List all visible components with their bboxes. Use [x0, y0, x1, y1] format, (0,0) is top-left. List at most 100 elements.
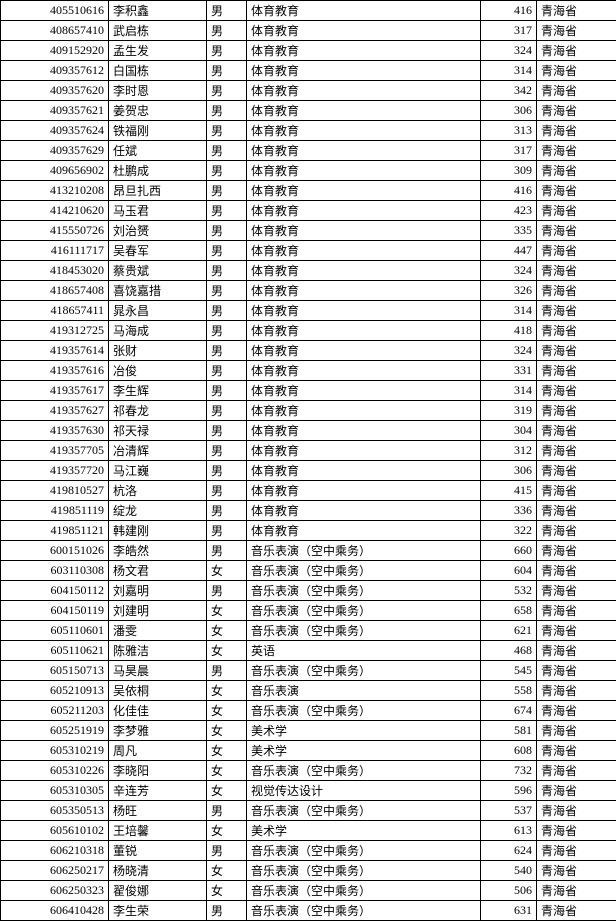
cell-name: 李梦雅	[109, 721, 207, 741]
table-row: 605110621陈雅洁女英语468青海省	[1, 641, 616, 661]
cell-prov: 青海省	[537, 281, 616, 301]
cell-id: 605310226	[1, 761, 109, 781]
cell-major: 音乐表演（空中乘务）	[247, 601, 481, 621]
cell-name: 杨晓清	[109, 861, 207, 881]
cell-sex: 女	[207, 561, 247, 581]
cell-prov: 青海省	[537, 701, 616, 721]
cell-score: 532	[481, 581, 537, 601]
cell-score: 674	[481, 701, 537, 721]
table-row: 413210208昂旦扎西男体育教育416青海省	[1, 181, 616, 201]
cell-id: 605310219	[1, 741, 109, 761]
cell-name: 武启栋	[109, 21, 207, 41]
table-row: 605110601潘雯女音乐表演（空中乘务）621青海省	[1, 621, 616, 641]
cell-major: 体育教育	[247, 361, 481, 381]
cell-name: 陈雅洁	[109, 641, 207, 661]
cell-score: 304	[481, 421, 537, 441]
cell-score: 342	[481, 81, 537, 101]
table-row: 605310305辛连芳女视觉传达设计596青海省	[1, 781, 616, 801]
cell-id: 605251919	[1, 721, 109, 741]
cell-major: 体育教育	[247, 301, 481, 321]
cell-name: 祁春龙	[109, 401, 207, 421]
table-row: 419357630祁天禄男体育教育304青海省	[1, 421, 616, 441]
cell-prov: 青海省	[537, 221, 616, 241]
table-row: 605610102王培馨女美术学613青海省	[1, 821, 616, 841]
cell-name: 吴春军	[109, 241, 207, 261]
table-row: 409357624铁福刚男体育教育313青海省	[1, 121, 616, 141]
cell-name: 马江巍	[109, 461, 207, 481]
cell-id: 605350513	[1, 801, 109, 821]
cell-sex: 男	[207, 421, 247, 441]
cell-score: 447	[481, 241, 537, 261]
cell-name: 翟俊娜	[109, 881, 207, 901]
cell-id: 419357617	[1, 381, 109, 401]
cell-prov: 青海省	[537, 681, 616, 701]
cell-id: 418453020	[1, 261, 109, 281]
table-row: 409656902杜鹏成男体育教育309青海省	[1, 161, 616, 181]
cell-score: 604	[481, 561, 537, 581]
table-row: 605210913吴依桐女音乐表演558青海省	[1, 681, 616, 701]
cell-prov: 青海省	[537, 81, 616, 101]
table-row: 418657408喜饶嘉措男体育教育326青海省	[1, 281, 616, 301]
cell-score: 331	[481, 361, 537, 381]
cell-prov: 青海省	[537, 441, 616, 461]
table-row: 419357614张财男体育教育324青海省	[1, 341, 616, 361]
cell-prov: 青海省	[537, 61, 616, 81]
table-row: 419357720马江巍男体育教育306青海省	[1, 461, 616, 481]
cell-sex: 男	[207, 901, 247, 921]
cell-major: 体育教育	[247, 41, 481, 61]
cell-prov: 青海省	[537, 361, 616, 381]
cell-id: 606250323	[1, 881, 109, 901]
cell-sex: 男	[207, 221, 247, 241]
cell-sex: 男	[207, 101, 247, 121]
cell-prov: 青海省	[537, 161, 616, 181]
cell-score: 309	[481, 161, 537, 181]
cell-prov: 青海省	[537, 501, 616, 521]
table-row: 606250217杨晓清女音乐表演（空中乘务）540青海省	[1, 861, 616, 881]
cell-score: 314	[481, 61, 537, 81]
cell-name: 晁永昌	[109, 301, 207, 321]
cell-prov: 青海省	[537, 801, 616, 821]
cell-major: 体育教育	[247, 281, 481, 301]
cell-id: 409357620	[1, 81, 109, 101]
cell-id: 419357627	[1, 401, 109, 421]
table-row: 606410428李生荣男音乐表演（空中乘务）631青海省	[1, 901, 616, 921]
cell-score: 319	[481, 401, 537, 421]
cell-major: 体育教育	[247, 421, 481, 441]
cell-name: 铁福刚	[109, 121, 207, 141]
cell-prov: 青海省	[537, 141, 616, 161]
cell-score: 336	[481, 501, 537, 521]
cell-major: 音乐表演（空中乘务）	[247, 761, 481, 781]
cell-name: 马玉君	[109, 201, 207, 221]
cell-score: 540	[481, 861, 537, 881]
cell-name: 杭洛	[109, 481, 207, 501]
cell-score: 314	[481, 381, 537, 401]
cell-name: 李积鑫	[109, 1, 207, 21]
cell-score: 613	[481, 821, 537, 841]
cell-sex: 女	[207, 781, 247, 801]
cell-major: 英语	[247, 641, 481, 661]
cell-score: 732	[481, 761, 537, 781]
cell-score: 468	[481, 641, 537, 661]
cell-id: 419357720	[1, 461, 109, 481]
cell-prov: 青海省	[537, 741, 616, 761]
table-row: 600151026李皓然男音乐表演（空中乘务）660青海省	[1, 541, 616, 561]
cell-name: 李生辉	[109, 381, 207, 401]
cell-id: 419357705	[1, 441, 109, 461]
cell-prov: 青海省	[537, 21, 616, 41]
cell-prov: 青海省	[537, 1, 616, 21]
cell-name: 马海成	[109, 321, 207, 341]
table-row: 409357620李时恩男体育教育342青海省	[1, 81, 616, 101]
cell-major: 音乐表演（空中乘务）	[247, 541, 481, 561]
cell-id: 419851121	[1, 521, 109, 541]
cell-sex: 女	[207, 761, 247, 781]
cell-name: 李生荣	[109, 901, 207, 921]
cell-major: 体育教育	[247, 161, 481, 181]
cell-sex: 男	[207, 361, 247, 381]
cell-score: 317	[481, 21, 537, 41]
cell-sex: 男	[207, 181, 247, 201]
cell-sex: 男	[207, 61, 247, 81]
cell-major: 体育教育	[247, 241, 481, 261]
cell-score: 416	[481, 1, 537, 21]
cell-major: 体育教育	[247, 101, 481, 121]
cell-score: 324	[481, 261, 537, 281]
